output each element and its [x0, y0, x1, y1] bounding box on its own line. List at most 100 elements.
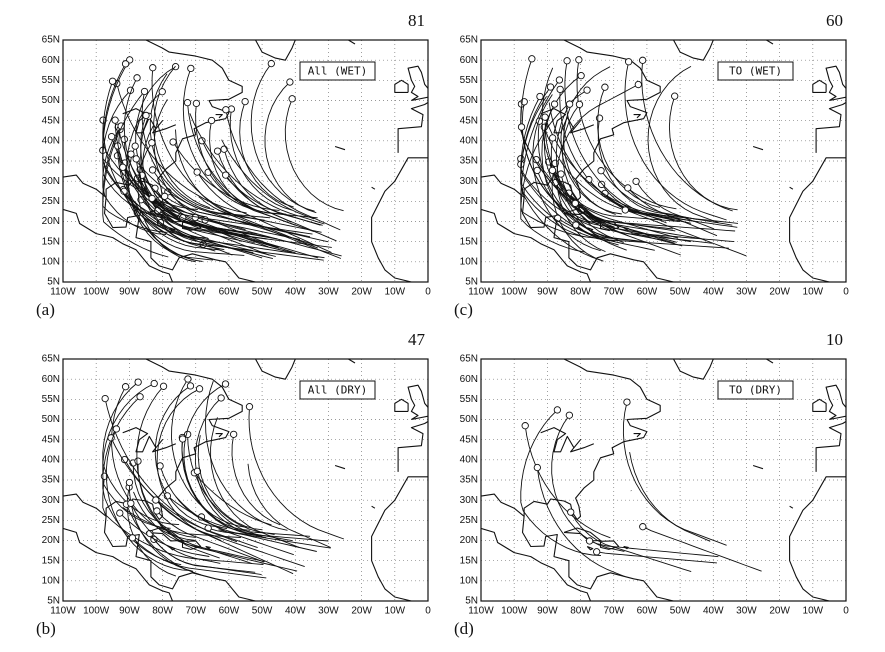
lon-label: 100W [83, 287, 110, 298]
lon-label: 10W [803, 606, 824, 617]
storm-track [154, 188, 269, 248]
track-end [546, 83, 555, 91]
lon-label: 40W [703, 606, 724, 617]
coastline [789, 476, 846, 601]
panel-label: (a) [36, 300, 55, 319]
track-end [288, 95, 296, 103]
lat-label: 20N [460, 535, 478, 546]
storm-track [221, 139, 315, 220]
lat-label: 10N [42, 256, 60, 267]
lon-label: 30W [318, 606, 339, 617]
lon-label: 0 [425, 606, 431, 617]
coastline [789, 157, 846, 282]
coastline [394, 398, 409, 412]
track-end [593, 548, 601, 556]
track-end [207, 116, 216, 125]
lon-label: 10W [385, 287, 406, 298]
coastline [255, 40, 296, 61]
track-end [575, 56, 583, 64]
map-content [481, 359, 846, 601]
storm-track [284, 98, 344, 212]
storm-track [102, 90, 172, 219]
storm-track [588, 215, 676, 232]
coastline [215, 114, 223, 119]
lon-label: 0 [843, 606, 849, 617]
lon-label: 50W [252, 606, 273, 617]
coastline [825, 384, 846, 421]
lat-label: 65N [42, 354, 60, 365]
lat-label: 40N [460, 135, 478, 146]
track-end [548, 166, 557, 175]
storm-track [157, 204, 313, 235]
storm-track [627, 187, 718, 237]
coastline [523, 359, 661, 521]
lon-label: 30W [736, 606, 757, 617]
storm-track [521, 126, 610, 232]
storm-track [564, 60, 667, 224]
lat-label: 50N [460, 95, 478, 106]
storm-track [544, 117, 699, 223]
storm-track [520, 158, 613, 228]
track-end [230, 430, 238, 439]
coastline [63, 174, 256, 282]
map-panel: 65N 60N 55N 50N 45N 40N 35N 30N 25N 20N 15N 10N 5N11… [36, 11, 431, 319]
track-end [150, 379, 158, 388]
lat-label: 55N [42, 394, 60, 405]
storm-track [250, 63, 315, 212]
track-end [222, 171, 230, 179]
storm-track [520, 96, 615, 242]
storm-track [123, 139, 268, 240]
track-end [107, 434, 115, 442]
track-end [528, 55, 536, 63]
storm-track [596, 551, 717, 564]
lon-label: 90W [537, 287, 558, 298]
storm-track [247, 463, 331, 548]
track-end [148, 139, 156, 147]
storm-track [132, 537, 267, 579]
coastline [481, 174, 674, 282]
coastline [205, 545, 211, 550]
lon-label: 20W [351, 287, 372, 298]
track-end [128, 534, 137, 542]
lat-label: 30N [460, 176, 478, 187]
track-end [121, 60, 130, 68]
storm-track [239, 101, 294, 208]
lat-label: 10N [460, 575, 478, 586]
lon-label: 40W [703, 287, 724, 298]
map-frame [62, 358, 429, 602]
track-end [142, 111, 150, 120]
lat-label: 45N [460, 434, 478, 445]
lat-label: 45N [42, 115, 60, 126]
storm-track [560, 173, 624, 244]
coastline [394, 79, 409, 93]
lat-label: 35N [460, 475, 478, 486]
storm-track [187, 434, 275, 535]
lon-label: 70W [603, 606, 624, 617]
storm-track [536, 467, 625, 577]
track-count: 10 [826, 330, 843, 349]
coastline [766, 359, 774, 364]
track-end [116, 509, 124, 517]
lon-label: 100W [83, 606, 110, 617]
lon-label: 40W [285, 606, 306, 617]
track-end [169, 138, 177, 146]
storm-track [181, 438, 293, 542]
storm-track [229, 108, 293, 211]
lat-label: 25N [42, 196, 60, 207]
lat-label: 60N [42, 374, 60, 385]
lat-label: 15N [42, 236, 60, 247]
storm-track [532, 94, 601, 252]
lon-label: 110W [468, 287, 494, 298]
track-end [152, 496, 160, 504]
lat-label: 40N [42, 454, 60, 465]
lat-label: 50N [42, 414, 60, 425]
lat-label: 25N [460, 196, 478, 207]
coastline [586, 545, 594, 551]
storm-track [139, 165, 225, 251]
storm-track [156, 510, 264, 563]
legend-label: All (WET) [308, 65, 368, 78]
storm-track [209, 120, 318, 219]
track-end [623, 398, 631, 406]
track-end [187, 64, 195, 73]
lat-label: 55N [460, 394, 478, 405]
